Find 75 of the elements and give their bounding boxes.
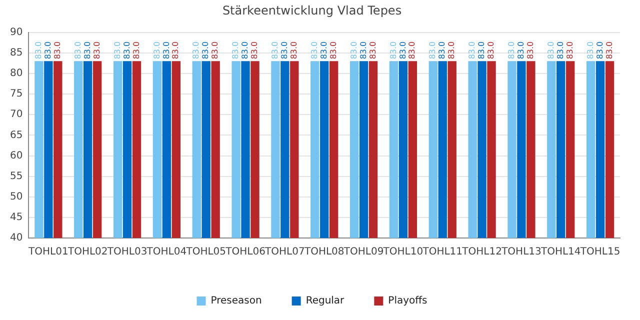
- y-tick-label: 55: [10, 170, 23, 182]
- data-label: 83.0: [586, 41, 595, 60]
- legend-label: Preseason: [210, 296, 262, 307]
- y-tick-label: 80: [10, 68, 23, 80]
- y-tick-label: 65: [10, 130, 23, 141]
- data-label: 83.0: [398, 41, 408, 60]
- data-label: 83.0: [192, 41, 201, 60]
- data-label: 83.0: [122, 41, 132, 60]
- y-tick-label: 75: [10, 88, 23, 100]
- data-label: 83.0: [319, 41, 328, 60]
- data-label: 83.0: [438, 41, 447, 60]
- x-tick-label: TOHL13: [500, 246, 542, 258]
- data-label: 83.0: [52, 41, 62, 60]
- y-tick-label: 40: [10, 232, 23, 244]
- data-label: 83.0: [132, 41, 141, 60]
- data-label: 83.0: [171, 41, 180, 60]
- x-tick-label: TOHL11: [422, 246, 463, 258]
- x-tick-label: TOHL07: [264, 246, 305, 258]
- data-label: 83.0: [565, 41, 574, 60]
- data-label: 83.0: [556, 41, 565, 60]
- y-tick-label: 60: [10, 150, 23, 162]
- x-tick-label: TOHL09: [342, 246, 384, 258]
- data-label: 83.0: [468, 41, 477, 60]
- x-tick-label: TOHL08: [303, 246, 344, 258]
- data-label: 83.0: [240, 41, 250, 60]
- y-tick-label: 85: [10, 48, 23, 59]
- data-label: 83.0: [73, 41, 82, 60]
- data-label: 83.0: [526, 41, 535, 60]
- data-label: 83.0: [477, 41, 486, 60]
- y-tick-label: 50: [10, 191, 23, 202]
- x-tick-label: TOHL04: [146, 246, 187, 258]
- legend-label: Regular: [306, 296, 346, 307]
- x-tick-label: TOHL14: [540, 246, 581, 258]
- data-label: 83.0: [507, 41, 516, 60]
- data-label: 83.0: [289, 41, 298, 60]
- y-tick-label: 90: [10, 26, 23, 38]
- data-label: 83.0: [280, 41, 290, 60]
- data-label: 83.0: [162, 41, 171, 60]
- data-label: 83.0: [368, 41, 378, 60]
- data-label: 83.0: [270, 41, 280, 60]
- data-label: 83.0: [44, 41, 53, 60]
- x-tick-label: TOHL12: [461, 246, 502, 258]
- data-label: 83.0: [486, 41, 496, 60]
- legend-label: Playoffs: [388, 296, 428, 307]
- y-tick-label: 45: [10, 212, 23, 224]
- data-label: 83.0: [328, 41, 338, 60]
- data-label: 83.0: [310, 41, 319, 60]
- x-tick-label: TOHL06: [224, 246, 266, 258]
- x-tick-label: TOHL03: [106, 246, 148, 258]
- x-tick-label: TOHL01: [28, 246, 68, 258]
- data-label: 83.0: [210, 41, 220, 60]
- x-tick-label: TOHL05: [185, 246, 226, 258]
- data-label: 83.0: [82, 41, 92, 60]
- data-label: 83.0: [250, 41, 260, 60]
- chart-title: Stärkeentwicklung Vlad Tepes: [222, 3, 402, 18]
- data-label: 83.0: [112, 41, 122, 60]
- data-label: 83.0: [388, 41, 398, 60]
- data-label: 83.0: [34, 41, 44, 60]
- data-label: 83.0: [447, 41, 456, 60]
- data-label: 83.0: [546, 41, 556, 60]
- data-label: 83.0: [152, 41, 162, 60]
- data-label: 83.0: [595, 41, 604, 60]
- data-label: 83.0: [92, 41, 102, 60]
- data-label: 83.0: [516, 41, 526, 60]
- x-tick-label: TOHL15: [579, 246, 620, 258]
- data-label: 83.0: [231, 41, 240, 60]
- x-tick-label: TOHL10: [382, 246, 424, 258]
- data-label: 83.0: [349, 41, 358, 60]
- data-label: 83.0: [201, 41, 210, 60]
- data-label: 83.0: [604, 41, 614, 60]
- data-label: 83.0: [428, 41, 438, 60]
- x-tick-label: TOHL02: [66, 246, 108, 258]
- data-label: 83.0: [358, 41, 368, 60]
- y-tick-label: 70: [10, 109, 23, 120]
- data-label: 83.0: [408, 41, 417, 60]
